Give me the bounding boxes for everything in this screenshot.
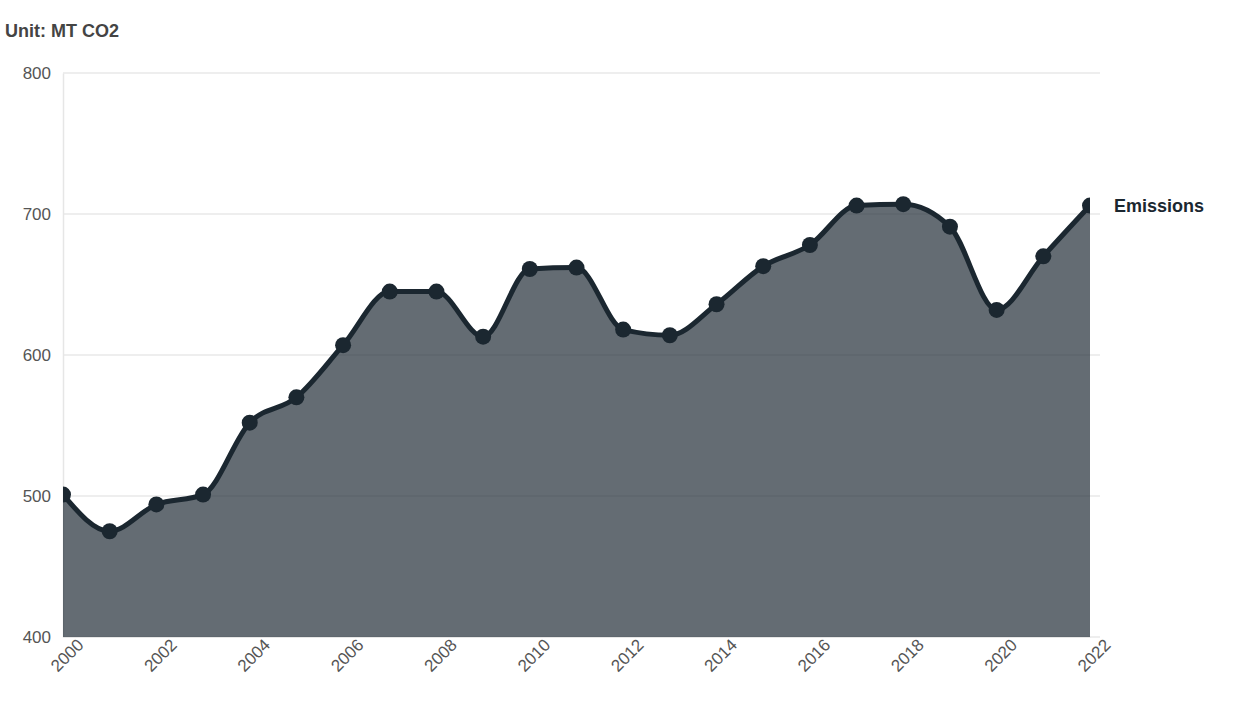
point	[102, 523, 118, 539]
y-axis: 400 500 600 700 800	[23, 64, 64, 647]
x-tick: 2002	[141, 635, 181, 675]
chart: 4005006007008002000200220042006200820102…	[0, 0, 1237, 724]
x-tick: 2012	[607, 635, 647, 675]
y-tick-label: 700	[23, 205, 51, 224]
x-tick-label: 2008	[421, 635, 461, 675]
point	[382, 284, 398, 300]
point	[1082, 198, 1090, 214]
point	[895, 196, 911, 212]
x-tick-label: 2014	[701, 635, 741, 675]
y-tick-label: 600	[23, 346, 51, 365]
x-tick-label: 2006	[327, 635, 367, 675]
point	[63, 487, 71, 503]
x-tick-label: 2020	[981, 635, 1021, 675]
x-tick-label: 2022	[1074, 635, 1114, 675]
grid-line	[63, 213, 1100, 215]
point	[288, 389, 304, 405]
point	[522, 261, 538, 277]
x-tick: 2020	[981, 635, 1021, 675]
point	[475, 329, 491, 345]
marks	[63, 196, 1090, 637]
grid-line	[63, 72, 1100, 74]
y-tick: 400	[23, 628, 63, 647]
x-tick: 2004	[234, 635, 274, 675]
point	[1035, 248, 1051, 264]
point	[148, 496, 164, 512]
x-tick-label: 2018	[887, 635, 927, 675]
x-tick: 2008	[421, 635, 461, 675]
point	[802, 237, 818, 253]
x-tick: 2014	[701, 635, 741, 675]
y-tick: 600	[23, 346, 63, 365]
markers	[63, 196, 1090, 539]
y-tick: 700	[23, 205, 63, 224]
y-tick: 800	[23, 64, 63, 83]
point	[755, 258, 771, 274]
x-tick: 2006	[327, 635, 367, 675]
x-tick-label: 2000	[47, 635, 87, 675]
x-tick: 2000	[47, 635, 87, 675]
y-tick-label: 400	[23, 628, 51, 647]
point	[428, 284, 444, 300]
y-tick-label: 500	[23, 487, 51, 506]
point	[242, 415, 258, 431]
point	[849, 198, 865, 214]
x-tick-label: 2002	[141, 635, 181, 675]
x-axis: 2000 2002 2004 2006 2008 2010 2012 2014 2016 2018…	[47, 635, 1114, 675]
point	[335, 337, 351, 353]
series-label: Emissions	[1114, 196, 1204, 216]
point	[942, 219, 958, 235]
y-tick-label: 800	[23, 64, 51, 83]
x-tick: 2018	[887, 635, 927, 675]
x-tick: 2016	[794, 635, 834, 675]
x-tick: 2010	[514, 635, 554, 675]
grid	[63, 73, 1100, 637]
point	[615, 322, 631, 338]
x-axis-line	[64, 637, 1091, 638]
point	[195, 487, 211, 503]
x-tick-label: 2012	[607, 635, 647, 675]
y-tick: 500	[23, 487, 63, 506]
point	[989, 302, 1005, 318]
line	[63, 204, 1090, 531]
x-tick-label: 2016	[794, 635, 834, 675]
x-tick-label: 2004	[234, 635, 274, 675]
x-tick-label: 2010	[514, 635, 554, 675]
point	[569, 260, 585, 276]
point	[709, 296, 725, 312]
area	[63, 204, 1090, 637]
plot: 4005006007008002000200220042006200820102…	[23, 64, 1204, 676]
x-tick: 2022	[1074, 635, 1114, 675]
point	[662, 327, 678, 343]
title: Unit: MT CO2	[5, 21, 119, 41]
